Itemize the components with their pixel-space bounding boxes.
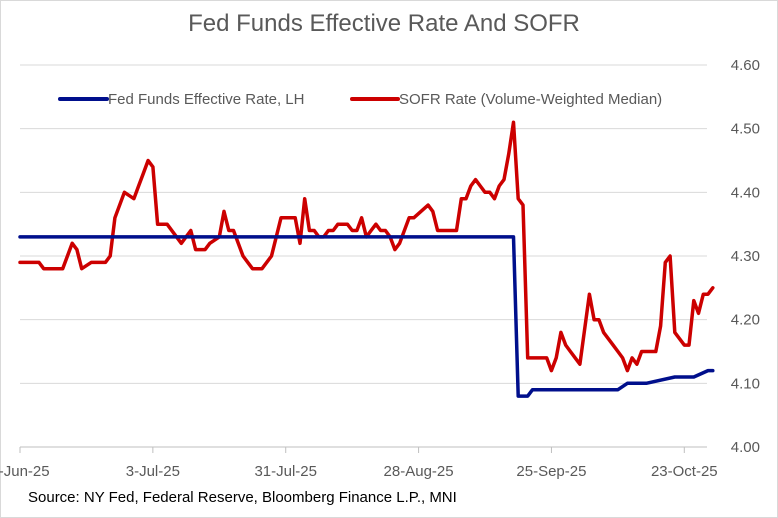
y-tick-label: 4.10 <box>731 375 760 392</box>
chart-title: Fed Funds Effective Rate And SOFR <box>188 10 580 37</box>
x-tick-label: 25-Sep-25 <box>516 463 586 480</box>
y-tick-label: 4.50 <box>731 121 760 138</box>
source-note: Source: NY Fed, Federal Reserve, Bloombe… <box>28 489 457 506</box>
x-tick-label: 23-Oct-25 <box>651 463 718 480</box>
y-tick-label: 4.60 <box>731 57 760 74</box>
x-tick-label: 31-Jul-25 <box>254 463 317 480</box>
series-line-fed-funds <box>18 235 715 398</box>
x-axis <box>19 446 707 453</box>
y-tick-label: 4.40 <box>731 184 760 201</box>
y-tick-label: 4.20 <box>731 312 760 329</box>
y-tick-label: 4.30 <box>731 248 760 265</box>
legend-label-fed-funds: Fed Funds Effective Rate, LH <box>108 91 305 108</box>
x-axis-tick-labels: 5-Jun-25 3-Jul-25 31-Jul-25 28-Aug-25 25-Sep… <box>0 463 718 480</box>
series-line-sofr <box>18 120 715 373</box>
x-tick-label: 3-Jul-25 <box>126 463 180 480</box>
x-tick-label: 5-Jun-25 <box>0 463 50 480</box>
series-lines <box>18 120 715 398</box>
x-tick-label: 28-Aug-25 <box>384 463 454 480</box>
y-axis-tick-labels: 4.00 4.10 4.20 4.30 4.40 4.50 4.60 <box>731 57 760 456</box>
y-tick-label: 4.00 <box>731 439 760 456</box>
legend: Fed Funds Effective Rate, LH SOFR Rate (… <box>58 91 662 108</box>
legend-label-sofr: SOFR Rate (Volume-Weighted Median) <box>399 91 662 108</box>
